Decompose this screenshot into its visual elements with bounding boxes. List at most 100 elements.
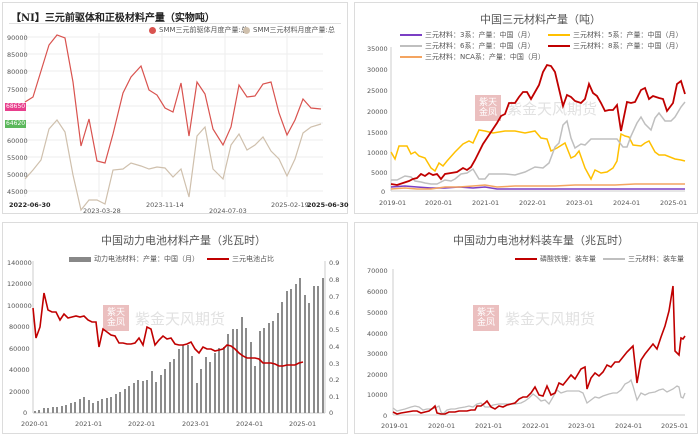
legend-item-production[interactable]: 动力电池材料：产量：中国（月）	[69, 254, 199, 264]
x-tick: 2022-01	[519, 199, 547, 207]
y-tick: 75000	[7, 86, 28, 94]
y-tick-left: 120000	[7, 280, 32, 288]
bars-production	[34, 278, 324, 413]
legend-label: 动力电池材料：产量：中国（月）	[94, 255, 199, 263]
y-tick-right: 0.4	[329, 343, 340, 351]
series-lfp	[392, 285, 686, 415]
latest-value-badge-precursor: 68650	[5, 103, 27, 111]
bar-line-plot-area	[32, 261, 326, 414]
y-tick-right: 0.9	[329, 259, 340, 267]
y-tick-right: 0	[329, 409, 334, 417]
y-tick-left: 140000	[7, 259, 32, 267]
watermark-text: 紫金天风期货	[507, 99, 598, 118]
y-tick-right: 0.2	[329, 376, 340, 384]
y-tick-right: 0.5	[329, 326, 340, 334]
legend-line-icon	[400, 56, 422, 58]
y-tick-left: 100000	[7, 302, 32, 310]
y-tick: 15000	[367, 129, 388, 137]
y-tick-right: 0.6	[329, 309, 340, 317]
chart-title: 中国三元材料产量（吨）	[480, 13, 601, 26]
y-tick: 45000	[7, 188, 28, 196]
y-tick: 0	[381, 188, 386, 196]
chart-panel-ncm-production: 中国三元材料产量（吨） 三元材料：3系：产量：中国（月） 三元材料：5系：产量：…	[354, 2, 698, 214]
legend-item-ncm3[interactable]: 三元材料：3系：产量：中国（月）	[400, 30, 534, 40]
chart-title: 中国动力电池材料装车量（兆瓦时）	[453, 234, 629, 247]
x-tick: 2022-06-30	[9, 201, 51, 209]
y-tick: 20000	[367, 108, 388, 116]
legend-line-icon	[515, 258, 537, 260]
x-tick: 2023-01	[566, 199, 594, 207]
series-precursor	[24, 34, 322, 164]
watermark-seal-icon: 紫天金凤	[473, 305, 499, 331]
x-tick: 2023-01	[182, 420, 210, 428]
legend-dot-icon	[149, 26, 156, 34]
y-tick: 30000	[367, 350, 388, 358]
legend-item-cathode[interactable]: SMM三元材料月度产量:总	[243, 25, 335, 35]
legend-item-precursor[interactable]: SMM三元前驱体月度产量:总	[149, 25, 248, 35]
legend-item-nca[interactable]: 三元材料：NCA系：产量：中国（月）	[400, 52, 545, 62]
x-tick: 2025-02-19	[271, 201, 309, 209]
watermark-text: 紫金天风期货	[505, 309, 596, 328]
line-plot-area	[390, 47, 686, 192]
legend-label: SMM三元材料月度产量:总	[253, 26, 335, 34]
legend-line-icon	[548, 34, 570, 36]
watermark-seal-icon: 紫天金凤	[475, 95, 501, 121]
x-tick: 2022-01	[128, 420, 156, 428]
watermark-text: 紫金天风期货	[135, 309, 226, 328]
legend-item-ncm5[interactable]: 三元材料：5系：产量：中国（月）	[548, 30, 682, 40]
x-tick: 2021-01	[475, 422, 503, 430]
y-tick: 55000	[7, 154, 28, 162]
x-tick: 2019-01	[379, 199, 407, 207]
y-tick: 35000	[367, 45, 388, 53]
watermark-seal-icon: 紫天金凤	[103, 305, 129, 331]
chart-title: 中国动力电池材料产量（兆瓦时）	[101, 234, 266, 247]
x-tick: 2025-06-30	[307, 201, 349, 209]
legend-label: 三元材料：6系：产量：中国（月）	[425, 42, 535, 50]
x-tick: 2023-01	[568, 422, 596, 430]
chart-panel-installed-capacity: 中国动力电池材料装车量（兆瓦时） 磷酸铁锂：装车量 三元材料：装车量 紫天金凤紫…	[354, 222, 698, 434]
watermark: 紫天金凤 紫金天风期货	[473, 305, 595, 331]
x-tick: 2021-01	[472, 199, 500, 207]
legend-item-ternary[interactable]: 三元材料：装车量	[603, 254, 684, 264]
x-tick: 2024-01	[236, 420, 264, 428]
y-tick: 10000	[367, 149, 388, 157]
legend-label: 三元材料：8系：产量：中国（月）	[573, 42, 683, 50]
series-ternary	[392, 378, 686, 415]
legend-label: SMM三元前驱体月度产量:总	[159, 26, 248, 34]
x-tick: 2023-03-28	[83, 207, 121, 215]
legend-line-icon	[400, 34, 422, 36]
legend-dot-icon	[243, 26, 250, 34]
x-tick: 2021-01	[75, 420, 103, 428]
line-plot-area	[392, 269, 686, 416]
y-tick: 50000	[7, 171, 28, 179]
legend-line-icon	[548, 45, 570, 47]
legend-line-icon	[603, 258, 625, 260]
x-tick: 2025-01	[289, 420, 317, 428]
legend-label: 三元材料：NCA系：产量：中国（月）	[425, 53, 545, 61]
legend-label: 磷酸铁锂：装车量	[540, 255, 596, 263]
x-tick: 2024-01	[615, 422, 643, 430]
y-tick: 70000	[367, 267, 388, 275]
legend-item-ncm6[interactable]: 三元材料：6系：产量：中国（月）	[400, 41, 534, 51]
y-tick: 40000	[367, 330, 388, 338]
x-tick: 2024-01	[613, 199, 641, 207]
y-tick: 80000	[7, 68, 28, 76]
chart-panel-battery-material-production: 中国动力电池材料产量（兆瓦时） 动力电池材料：产量：中国（月） 三元电池占比 紫…	[2, 222, 348, 434]
y-tick-left: 20000	[9, 388, 30, 396]
watermark: 紫天金凤 紫金天风期货	[475, 95, 597, 121]
y-tick-left: 40000	[9, 366, 30, 374]
y-tick: 85000	[7, 51, 28, 59]
legend-bar-icon	[69, 256, 91, 262]
y-tick-left: 80000	[9, 323, 30, 331]
legend-item-lfp[interactable]: 磷酸铁锂：装车量	[515, 254, 596, 264]
title-divider	[9, 23, 341, 24]
chart-title: 【NI】三元前驱体和正极材料产量（实物吨）	[11, 13, 215, 24]
y-tick: 30000	[367, 66, 388, 74]
y-tick-right: 0.8	[329, 276, 340, 284]
legend-item-ternary-share[interactable]: 三元电池占比	[207, 254, 274, 264]
y-tick: 50000	[367, 309, 388, 317]
y-tick-right: 0.7	[329, 293, 340, 301]
legend-label: 三元材料：装车量	[628, 255, 684, 263]
legend-item-ncm8[interactable]: 三元材料：8系：产量：中国（月）	[548, 41, 682, 51]
y-tick: 10000	[367, 391, 388, 399]
